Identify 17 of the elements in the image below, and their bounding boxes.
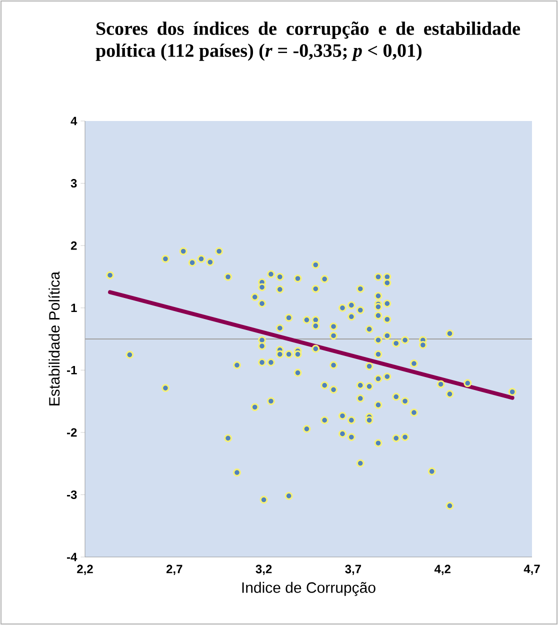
y-tick-label: -2 — [67, 428, 77, 437]
y-tick-label: 4 — [70, 116, 78, 126]
y-tick-label: -1 — [67, 366, 77, 374]
x-tick-label: 2,2 — [77, 564, 93, 576]
x-axis-title: Indice de Corrupção — [242, 582, 376, 596]
y-axis-title: Estabilidade Política — [48, 271, 60, 406]
y-tick-label: -3 — [67, 490, 77, 499]
x-tick-label: 3,2 — [256, 564, 272, 576]
x-tick-label: 2,7 — [166, 564, 182, 576]
x-tick-label: 4,7 — [524, 564, 540, 575]
y-tick-label: 2 — [70, 241, 77, 250]
y-tick-label: 3 — [70, 179, 77, 188]
x-tick-label: 3,7 — [345, 564, 362, 576]
chart-title: Scores dos índices de corrupção e de estabilidade política (112 países) (r = -0,335; p < 0,01) — [96, 22, 520, 61]
y-tick-label: 1 — [71, 304, 77, 312]
y-tick-label: -4 — [67, 552, 78, 562]
x-tick-label: 4,2 — [434, 564, 450, 576]
